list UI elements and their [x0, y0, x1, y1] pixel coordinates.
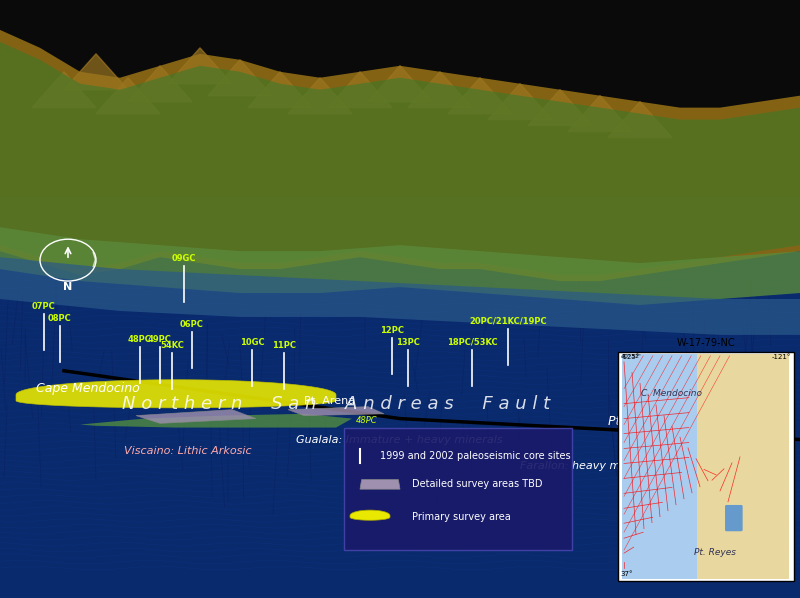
- Polygon shape: [64, 54, 128, 90]
- Text: W-17-79-NC: W-17-79-NC: [677, 338, 735, 348]
- Polygon shape: [350, 510, 390, 520]
- Text: 06PC: 06PC: [180, 320, 204, 329]
- Text: 48PC: 48PC: [128, 335, 152, 344]
- Polygon shape: [96, 78, 160, 114]
- Text: 09GC: 09GC: [172, 254, 196, 263]
- Polygon shape: [208, 60, 272, 96]
- Text: Detailed survey areas TBD: Detailed survey areas TBD: [412, 480, 542, 489]
- Text: 07PC: 07PC: [32, 302, 56, 311]
- Text: Pt. Arena: Pt. Arena: [304, 396, 355, 405]
- Polygon shape: [0, 227, 800, 305]
- Text: 20PC/21KC/19PC: 20PC/21KC/19PC: [469, 317, 547, 326]
- Polygon shape: [568, 96, 632, 132]
- Text: Pt. Reyes: Pt. Reyes: [694, 548, 736, 557]
- Polygon shape: [528, 90, 592, 126]
- Text: 1999 and 2002 paleoseismic core sites: 1999 and 2002 paleoseismic core sites: [380, 451, 570, 460]
- Text: 11PC: 11PC: [272, 341, 296, 350]
- Text: 37°: 37°: [621, 571, 634, 577]
- Polygon shape: [288, 407, 384, 416]
- Text: Cape Mendocino: Cape Mendocino: [36, 382, 140, 395]
- Text: 13PC: 13PC: [396, 338, 420, 347]
- Polygon shape: [328, 72, 392, 108]
- Text: 08PC: 08PC: [48, 314, 72, 323]
- Polygon shape: [608, 102, 672, 138]
- Polygon shape: [0, 42, 800, 275]
- FancyBboxPatch shape: [622, 354, 699, 579]
- Text: 12PC: 12PC: [380, 326, 404, 335]
- Text: -121°: -121°: [772, 354, 791, 360]
- Text: C. Mendocino: C. Mendocino: [641, 389, 702, 398]
- Polygon shape: [488, 84, 552, 120]
- FancyBboxPatch shape: [344, 428, 572, 550]
- Text: N: N: [63, 282, 73, 292]
- Text: 48PC: 48PC: [356, 416, 378, 425]
- Polygon shape: [288, 78, 352, 114]
- Polygon shape: [408, 72, 472, 108]
- FancyBboxPatch shape: [698, 354, 789, 579]
- Text: 10GC: 10GC: [240, 338, 264, 347]
- Polygon shape: [16, 380, 336, 408]
- Polygon shape: [128, 66, 192, 102]
- Text: 49PC: 49PC: [148, 335, 172, 344]
- Text: -125°: -125°: [621, 354, 640, 360]
- Text: Viscaino: Lithic Arkosic: Viscaino: Lithic Arkosic: [124, 447, 252, 456]
- Polygon shape: [360, 480, 400, 489]
- Text: Farallon: heavy minerals + Zircop: Farallon: heavy minerals + Zircop: [520, 462, 710, 471]
- Text: Pt. Reyes: Pt. Reyes: [608, 415, 666, 428]
- Polygon shape: [32, 72, 96, 108]
- Polygon shape: [248, 72, 312, 108]
- Polygon shape: [448, 78, 512, 114]
- Polygon shape: [168, 48, 232, 84]
- Polygon shape: [0, 257, 800, 335]
- FancyBboxPatch shape: [725, 505, 742, 531]
- FancyBboxPatch shape: [618, 352, 794, 581]
- FancyBboxPatch shape: [0, 0, 800, 227]
- FancyBboxPatch shape: [0, 197, 800, 598]
- Polygon shape: [80, 414, 352, 428]
- Text: N o r t h e r n     S a n     A n d r e a s     F a u l t: N o r t h e r n S a n A n d r e a s F a …: [122, 395, 550, 413]
- Text: 18PC/53KC: 18PC/53KC: [446, 338, 498, 347]
- Text: Primary survey area: Primary survey area: [412, 512, 510, 522]
- Text: 54KC: 54KC: [160, 341, 184, 350]
- Text: 40°32': 40°32': [621, 354, 642, 359]
- Polygon shape: [0, 30, 800, 281]
- Polygon shape: [136, 410, 256, 423]
- Text: Gualala: Immature + heavy minerals: Gualala: Immature + heavy minerals: [296, 435, 502, 444]
- Polygon shape: [368, 66, 432, 102]
- Text: ⟩: ⟩: [90, 251, 97, 269]
- Text: San Francisco: San Francisco: [672, 459, 768, 474]
